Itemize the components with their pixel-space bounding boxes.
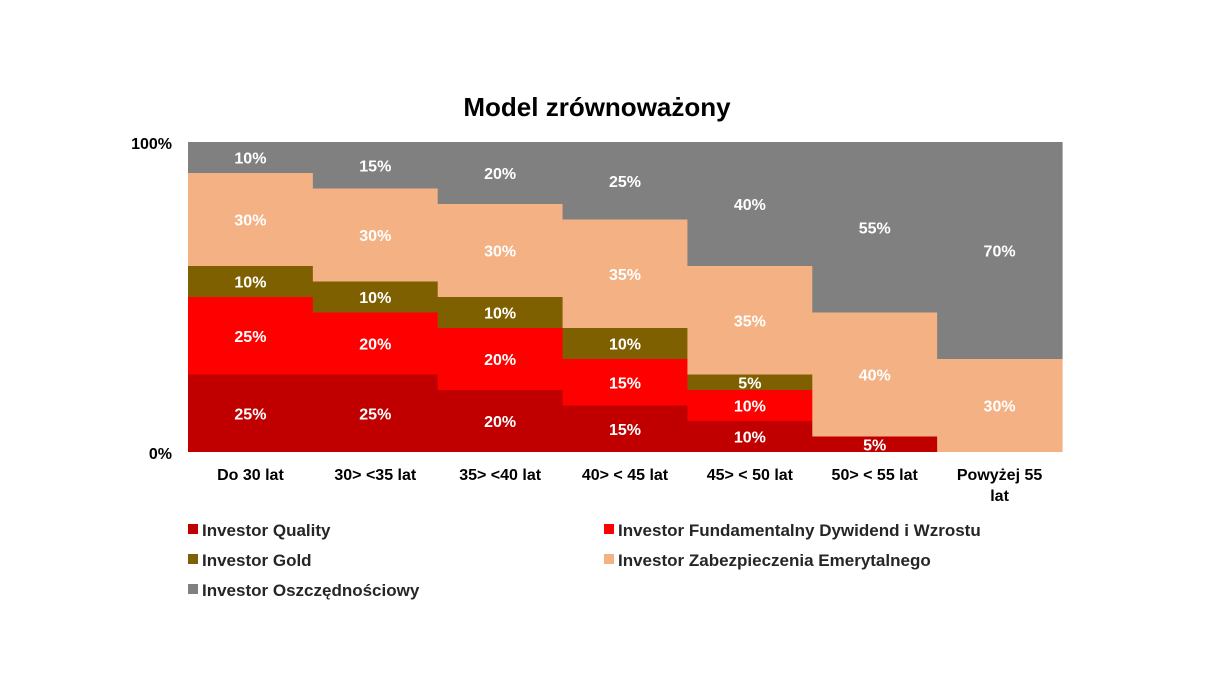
bar-segment-s3-c2 <box>437 204 564 297</box>
x-axis-tick-labels: Do 30 lat 30> <35 lat 35> <40 lat 40> < 45 … <box>217 467 1042 505</box>
legend-swatch-1 <box>604 524 614 534</box>
data-label-s2-c1: 10% <box>359 290 391 307</box>
bar-segment-s3-c1 <box>312 188 439 282</box>
legend-label-4: Investor Oszczędnościowy <box>202 581 420 600</box>
y-tick-label-bottom: 0% <box>149 446 172 463</box>
data-label-s2-c4: 5% <box>738 375 761 392</box>
chart-title: Model zrównoważony <box>463 92 731 122</box>
bar-segment-s0-c4 <box>687 421 813 452</box>
data-label-s3-c4: 35% <box>734 313 766 330</box>
data-label-s3-c5: 40% <box>859 368 891 385</box>
bar-segment-s1-c2 <box>437 328 564 390</box>
bar-segment-s2-c1 <box>312 281 439 313</box>
bar-segment-s4-c5 <box>812 142 938 313</box>
data-labels-group: 25% 25% 10% 30% 10% 25% 20% 10% 30% 15% 20% 20% 10% 3… <box>234 151 1015 455</box>
legend: Investor Quality Investor Fundamentalny D… <box>188 521 981 600</box>
data-label-s2-c3: 10% <box>609 337 641 354</box>
bar-segment-s0-c5 <box>812 436 938 452</box>
bar-segment-s3-c6 <box>937 359 1063 452</box>
data-label-s0-c1: 25% <box>359 406 391 423</box>
bar-segment-s2-c4 <box>687 374 813 390</box>
x-tick-label-5-0: 50> < 55 lat <box>832 467 919 484</box>
data-label-s1-c3: 15% <box>609 375 641 392</box>
data-label-s4-c3: 25% <box>609 174 641 191</box>
data-label-s4-c1: 15% <box>359 158 391 175</box>
legend-swatch-3 <box>604 554 614 564</box>
data-label-s3-c1: 30% <box>359 228 391 245</box>
data-label-s4-c2: 20% <box>484 166 516 183</box>
legend-label-0: Investor Quality <box>202 521 331 540</box>
bars-group <box>188 142 1063 452</box>
legend-label-3: Investor Zabezpieczenia Emerytalnego <box>618 551 931 570</box>
x-tick-label-2-0: 35> <40 lat <box>459 467 542 484</box>
legend-swatch-4 <box>188 584 198 594</box>
bar-segment-s4-c3 <box>562 142 689 220</box>
x-tick-label-6-0: Powyżej 55 <box>957 467 1042 484</box>
data-label-s4-c0: 10% <box>234 151 266 168</box>
bar-segment-s4-c0 <box>188 142 314 173</box>
bar-segment-s1-c1 <box>312 312 439 375</box>
x-tick-label-0-0: Do 30 lat <box>217 467 284 484</box>
bar-segment-s0-c2 <box>437 390 564 452</box>
bar-segment-s4-c2 <box>437 142 564 204</box>
data-label-s4-c4: 40% <box>734 197 766 214</box>
legend-label-2: Investor Gold <box>202 551 312 570</box>
bar-segment-s4-c1 <box>312 142 439 189</box>
data-label-s2-c2: 10% <box>484 306 516 323</box>
bar-segment-s2-c3 <box>562 328 689 359</box>
data-label-s0-c4: 10% <box>734 430 766 447</box>
data-label-s4-c5: 55% <box>859 220 891 237</box>
data-label-s1-c2: 20% <box>484 352 516 369</box>
data-label-s0-c0: 25% <box>234 406 266 423</box>
x-tick-label-6-1: lat <box>990 488 1009 505</box>
legend-swatch-2 <box>188 554 198 564</box>
data-label-s3-c6: 30% <box>984 399 1016 416</box>
legend-label-1: Investor Fundamentalny Dywidend i Wzrost… <box>618 521 981 540</box>
bar-segment-s1-c4 <box>687 390 813 421</box>
data-label-s1-c4: 10% <box>734 399 766 416</box>
bar-segment-s2-c0 <box>188 266 314 297</box>
bar-segment-s2-c2 <box>437 297 564 328</box>
bar-segment-s1-c3 <box>562 359 689 406</box>
data-label-s1-c0: 25% <box>234 329 266 346</box>
bar-segment-s3-c3 <box>562 219 689 328</box>
data-label-s0-c2: 20% <box>484 414 516 431</box>
data-label-s3-c2: 30% <box>484 244 516 261</box>
y-tick-label-top: 100% <box>131 136 172 153</box>
data-label-s2-c0: 10% <box>234 275 266 292</box>
x-tick-label-1-0: 30> <35 lat <box>334 467 417 484</box>
data-label-s0-c5: 5% <box>863 437 886 454</box>
data-label-s4-c6: 70% <box>984 244 1016 261</box>
x-tick-label-3-0: 40> < 45 lat <box>582 467 669 484</box>
data-label-s1-c1: 20% <box>359 337 391 354</box>
bar-segment-s4-c6 <box>937 142 1063 359</box>
bar-segment-s3-c0 <box>188 173 314 266</box>
bar-segment-s3-c4 <box>687 266 813 375</box>
data-label-s3-c0: 30% <box>234 213 266 230</box>
data-label-s3-c3: 35% <box>609 267 641 284</box>
bar-segment-s0-c3 <box>562 405 689 452</box>
bar-segment-s0-c1 <box>312 374 439 452</box>
bar-segment-s3-c5 <box>812 312 938 437</box>
data-label-s0-c3: 15% <box>609 422 641 439</box>
bar-segment-s4-c4 <box>687 142 813 266</box>
x-tick-label-4-0: 45> < 50 lat <box>707 467 794 484</box>
legend-swatch-0 <box>188 524 198 534</box>
bar-segment-s1-c0 <box>188 297 314 375</box>
bar-segment-s0-c0 <box>188 374 314 452</box>
